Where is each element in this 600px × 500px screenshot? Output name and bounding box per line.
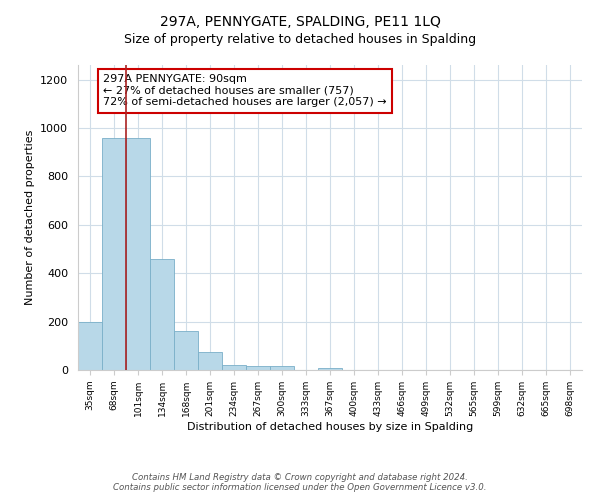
Text: 297A PENNYGATE: 90sqm
← 27% of detached houses are smaller (757)
72% of semi-det: 297A PENNYGATE: 90sqm ← 27% of detached … — [103, 74, 387, 108]
Bar — [102, 138, 126, 370]
Text: 297A, PENNYGATE, SPALDING, PE11 1LQ: 297A, PENNYGATE, SPALDING, PE11 1LQ — [160, 15, 440, 29]
X-axis label: Distribution of detached houses by size in Spalding: Distribution of detached houses by size … — [187, 422, 473, 432]
Text: Contains HM Land Registry data © Crown copyright and database right 2024.
Contai: Contains HM Land Registry data © Crown c… — [113, 473, 487, 492]
Y-axis label: Number of detached properties: Number of detached properties — [25, 130, 35, 305]
Bar — [174, 332, 198, 370]
Bar — [318, 368, 342, 370]
Text: Size of property relative to detached houses in Spalding: Size of property relative to detached ho… — [124, 32, 476, 46]
Bar — [198, 352, 222, 370]
Bar — [78, 322, 102, 370]
Bar — [150, 258, 174, 370]
Bar — [222, 364, 246, 370]
Bar — [270, 366, 294, 370]
Bar — [246, 366, 270, 370]
Bar — [126, 138, 150, 370]
